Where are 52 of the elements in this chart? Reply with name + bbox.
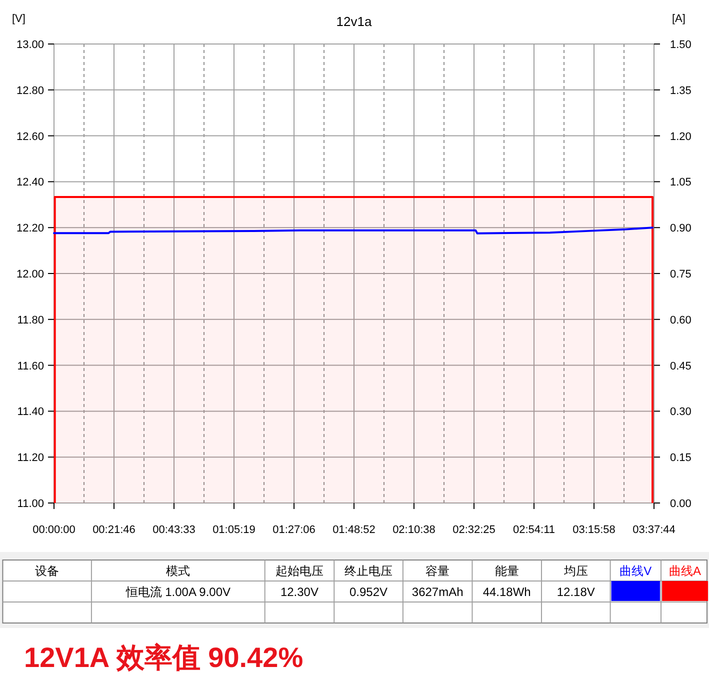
y-tick-label: 12.40 (16, 176, 44, 189)
y-axis-title: [V] (12, 13, 26, 25)
y2-tick-label: 1.20 (670, 130, 692, 143)
x-tick-label: 02:10:38 (392, 524, 436, 536)
text: 容量 (426, 564, 450, 578)
text: 44.18Wh (482, 585, 531, 599)
y2-tick-label: 0.00 (670, 498, 692, 510)
x-tick-label: 03:15:58 (572, 524, 616, 536)
y2-axis-title: [A] (672, 13, 686, 25)
y-tick-label: 11.20 (17, 452, 44, 464)
text: 12.18V (556, 585, 595, 599)
text: 终止电压 (344, 564, 393, 578)
y2-tick-label: 0.30 (670, 406, 692, 418)
text: 曲线A (668, 564, 702, 578)
y2-tick-label: 0.60 (670, 314, 692, 326)
text: 0.952V (350, 585, 388, 599)
y2-tick-label: 1.35 (670, 84, 692, 97)
x-tick-label: 03:37:44 (632, 524, 676, 536)
y2-tick-label: 0.45 (670, 360, 692, 372)
text: 模式 (166, 564, 190, 578)
x-tick-label: 02:54:11 (512, 524, 556, 536)
text: 12V1A 效率值 90.42% (24, 642, 304, 673)
x-tick-label: 01:48:52 (332, 524, 376, 536)
text: 设备 (35, 564, 60, 578)
x-tick-label: 00:00:00 (32, 524, 76, 536)
y-tick-label: 11.80 (17, 314, 44, 326)
y-tick-label: 11.60 (17, 360, 44, 372)
y-tick-label: 12.00 (16, 268, 44, 280)
y2-tick-label: 0.75 (670, 268, 692, 280)
y-tick-label: 12.60 (16, 130, 44, 143)
text: 恒电流 1.00A 9.00V (124, 585, 231, 599)
y2-tick-label: 0.90 (670, 222, 692, 235)
y2-tick-label: 1.05 (670, 176, 692, 189)
y-tick-label: 13.00 (16, 39, 44, 51)
x-tick-label: 01:05:19 (212, 524, 256, 536)
text: 起始电压 (275, 564, 324, 578)
y2-tick-label: 1.50 (670, 39, 692, 51)
y-tick-label: 11.40 (17, 406, 44, 418)
text: 3627mAh (412, 585, 464, 599)
y-tick-label: 11.00 (17, 498, 44, 510)
text: 曲线V (620, 564, 652, 578)
text: 均压 (562, 564, 588, 578)
x-tick-label: 00:43:33 (152, 524, 196, 536)
chart-title: 12v1a (336, 14, 372, 29)
y-tick-label: 12.20 (16, 222, 44, 235)
y2-tick-label: 0.15 (670, 452, 692, 464)
text: 能量 (494, 564, 519, 578)
x-tick-label: 00:21:46 (92, 524, 136, 536)
x-tick-label: 02:32:25 (452, 524, 496, 536)
y-tick-label: 12.80 (16, 84, 44, 97)
x-tick-label: 01:27:06 (272, 524, 316, 536)
text: 12.30V (280, 585, 319, 599)
